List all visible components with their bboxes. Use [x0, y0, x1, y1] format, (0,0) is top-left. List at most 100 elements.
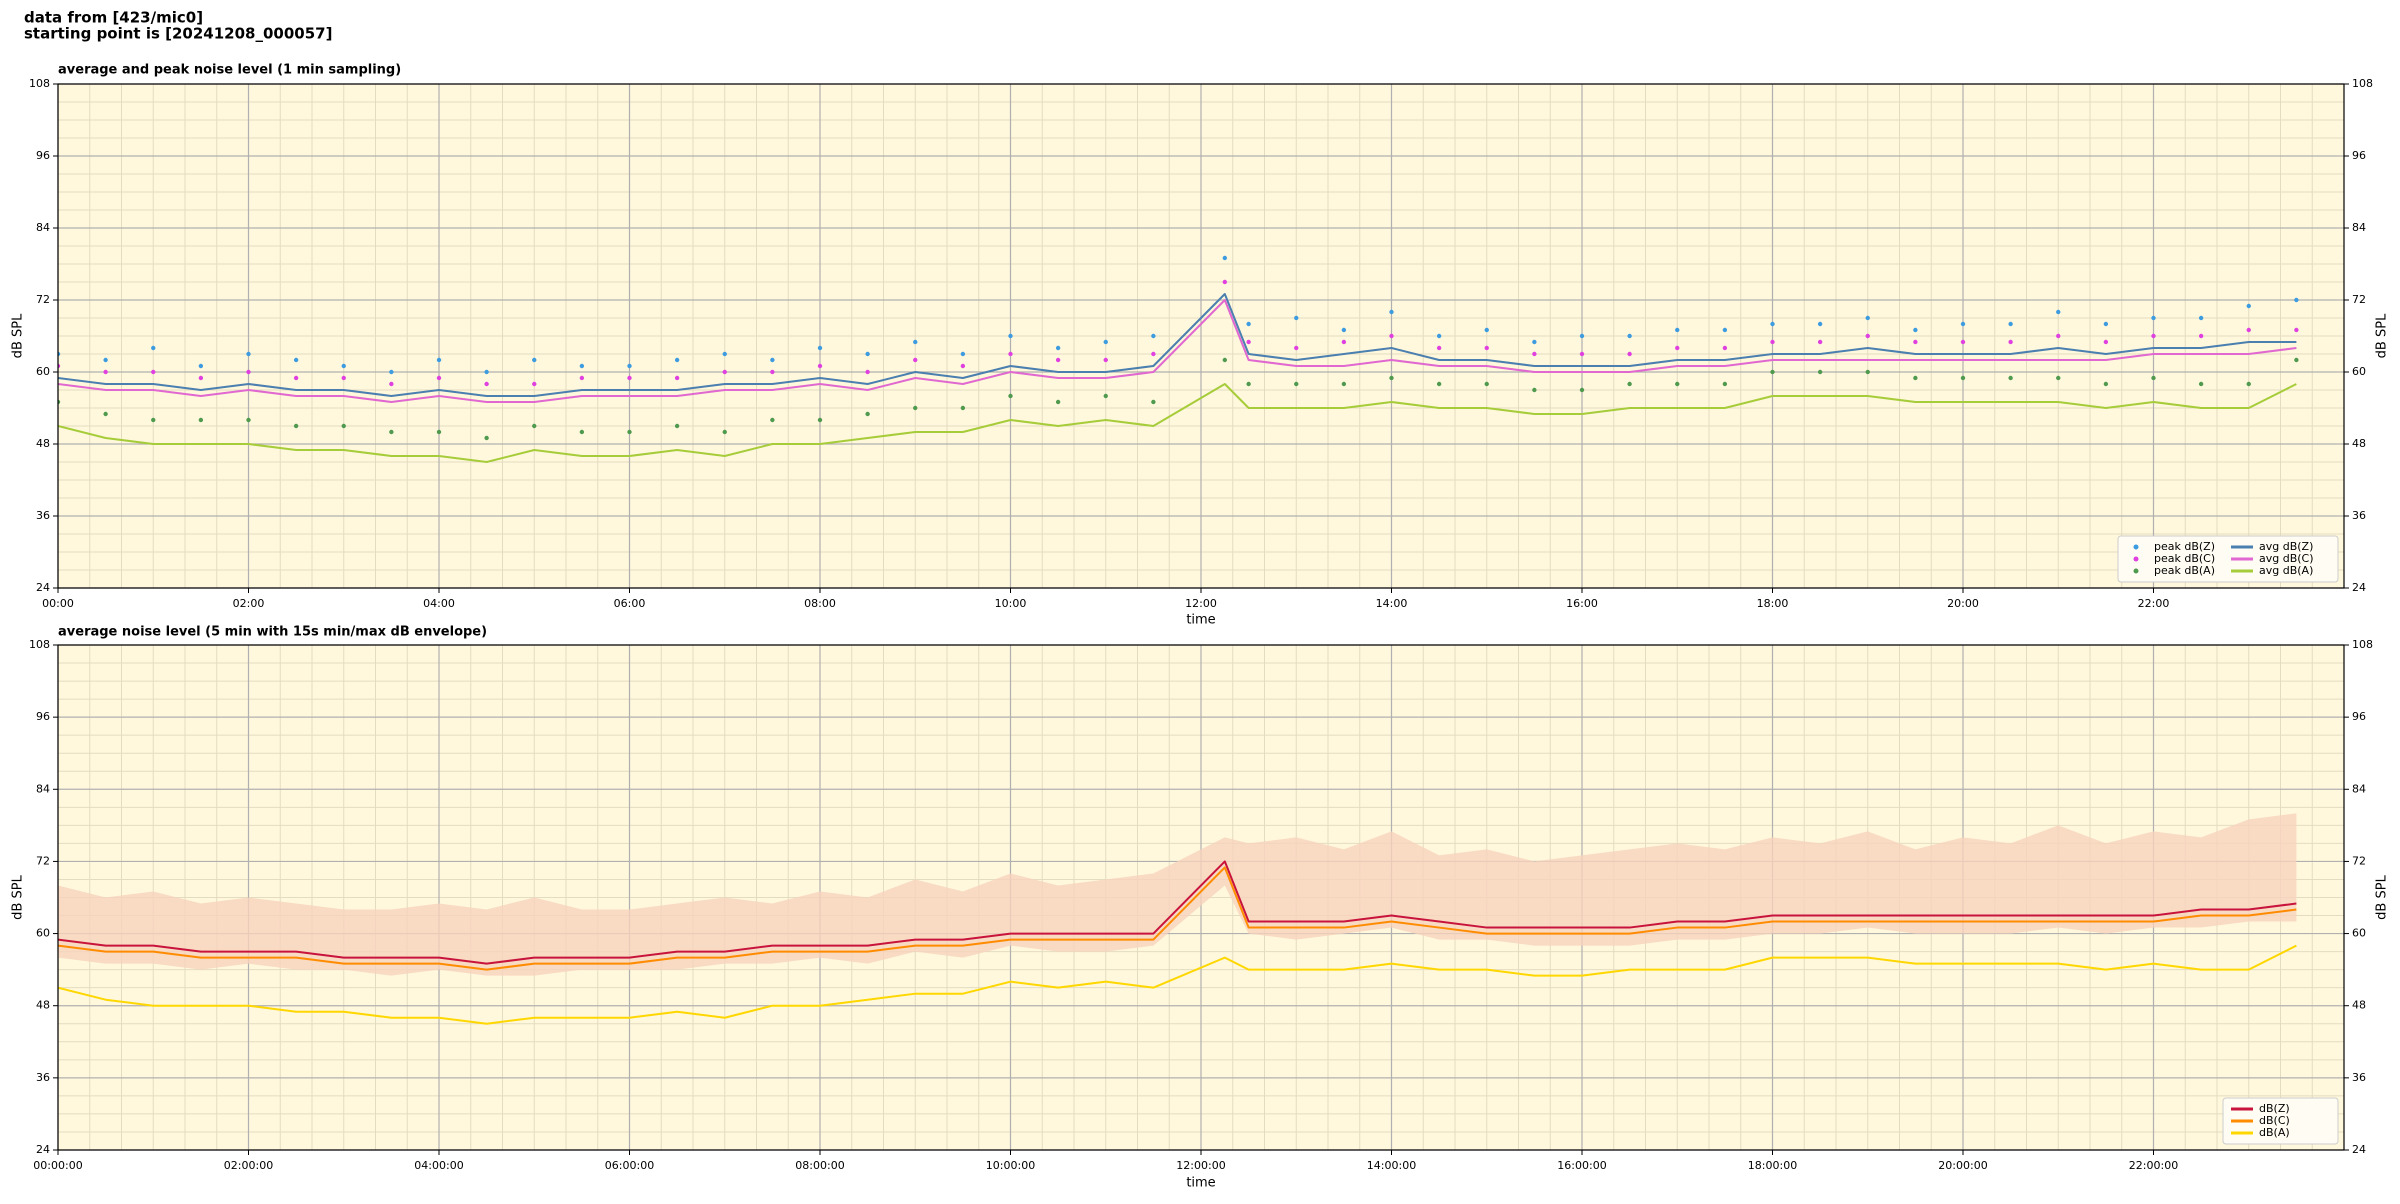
peak-point — [1389, 333, 1394, 339]
y-axis-label: dB SPL — [11, 313, 26, 358]
legend-label: dB(C) — [2259, 1114, 2290, 1127]
y-tick-label-right: 36 — [2352, 509, 2366, 522]
peak-point — [770, 357, 775, 363]
x-tick-label: 20:00 — [1947, 597, 1979, 610]
y-tick-label: 24 — [36, 581, 50, 594]
x-tick-label: 12:00:00 — [1176, 1159, 1225, 1172]
peak-point — [674, 423, 680, 429]
y-tick-label: 36 — [36, 1071, 50, 1084]
y-tick-label: 48 — [36, 437, 50, 450]
peak-point — [1532, 351, 1537, 357]
peak-point — [913, 339, 918, 345]
x-tick-label: 22:00:00 — [2129, 1159, 2178, 1172]
peak-point — [1246, 321, 1251, 327]
peak-point — [674, 375, 680, 381]
peak-point — [2151, 315, 2156, 321]
legend-marker — [2133, 568, 2139, 574]
peak-point — [722, 369, 727, 375]
y-tick-label-right: 72 — [2352, 854, 2366, 867]
peak-point — [2103, 339, 2109, 345]
peak-point — [246, 351, 251, 357]
peak-point — [1913, 375, 1918, 381]
y-tick-label-right: 24 — [2352, 581, 2366, 594]
legend-marker — [2133, 556, 2139, 562]
peak-point — [484, 369, 489, 375]
peak-point — [2151, 375, 2156, 381]
peak-point — [1246, 381, 1251, 387]
y-tick-label-right: 108 — [2352, 638, 2373, 651]
peak-point — [1960, 321, 1966, 327]
y-tick-label: 60 — [36, 927, 50, 940]
legend-box — [2117, 535, 2339, 583]
peak-point — [1865, 315, 1870, 321]
peak-point — [1579, 387, 1585, 393]
peak-point — [1055, 357, 1061, 363]
y-tick-label: 108 — [29, 77, 50, 90]
peak-point — [2246, 327, 2251, 333]
peak-point — [627, 429, 632, 435]
x-tick-label: 20:00:00 — [1938, 1159, 1987, 1172]
chart-title: average noise level (5 min with 15s min/… — [58, 625, 487, 640]
peak-point — [1675, 381, 1680, 387]
x-tick-label: 16:00:00 — [1557, 1159, 1606, 1172]
peak-point — [293, 357, 299, 363]
legend: peak dB(Z)peak dB(C)peak dB(A)avg dB(Z)a… — [2117, 535, 2339, 583]
peak-point — [2198, 315, 2204, 321]
peak-point — [103, 357, 108, 363]
x-tick-label: 04:00:00 — [414, 1159, 463, 1172]
y-tick-label: 36 — [36, 509, 50, 522]
peak-point — [1389, 375, 1394, 381]
plot-area — [58, 813, 2297, 1025]
peak-point — [1436, 345, 1442, 351]
x-tick-label: 22:00 — [2138, 597, 2170, 610]
x-tick-label: 02:00:00 — [224, 1159, 273, 1172]
peak-point — [1770, 339, 1775, 345]
series-line — [58, 860, 2297, 965]
peak-point — [1151, 399, 1156, 405]
peak-point — [1103, 393, 1108, 399]
x-tick-label: 16:00 — [1566, 597, 1598, 610]
peak-point — [1865, 333, 1870, 339]
legend-label: dB(Z) — [2259, 1102, 2290, 1115]
peak-point — [2008, 321, 2013, 327]
peak-point — [2008, 375, 2013, 381]
peak-point — [1341, 339, 1347, 345]
peak-point — [389, 381, 394, 387]
peak-point — [2294, 327, 2299, 333]
peak-point — [960, 363, 966, 369]
x-tick-label: 02:00 — [233, 597, 265, 610]
y-tick-label-right: 36 — [2352, 1071, 2366, 1084]
peak-point — [341, 423, 346, 429]
peak-point — [532, 381, 537, 387]
peak-point — [579, 429, 585, 435]
y-tick-label: 24 — [36, 1143, 50, 1156]
peak-point — [960, 351, 966, 357]
y-tick-label-right: 24 — [2352, 1143, 2366, 1156]
peak-point — [627, 363, 632, 369]
peak-point — [770, 417, 775, 423]
peak-point — [198, 375, 204, 381]
y-tick-label: 96 — [36, 710, 50, 723]
y-tick-label: 96 — [36, 149, 50, 162]
peak-point — [579, 375, 585, 381]
peak-point — [2294, 357, 2299, 363]
chart-panel: 24 24 36 36 48 48 60 60 72 72 84 84 96 96 108 108 00:00 0… — [11, 63, 2390, 628]
peak-point — [627, 375, 632, 381]
peak-point — [2056, 309, 2061, 315]
peak-point — [2103, 381, 2109, 387]
plot-frame — [57, 644, 2345, 1151]
y-tick-label: 84 — [36, 221, 50, 234]
y-axis-label-right: dB SPL — [2375, 874, 2390, 919]
peak-point — [1770, 321, 1775, 327]
y-tick-label-right: 108 — [2352, 77, 2373, 90]
y-tick-label-right: 48 — [2352, 999, 2366, 1012]
peak-point — [103, 369, 108, 375]
peak-point — [1817, 321, 1823, 327]
peak-point — [1817, 339, 1823, 345]
y-tick-label-right: 96 — [2352, 710, 2366, 723]
peak-point — [1913, 339, 1918, 345]
y-tick-label-right: 96 — [2352, 149, 2366, 162]
plot-frame — [57, 83, 2345, 589]
peak-point — [1913, 327, 1918, 333]
